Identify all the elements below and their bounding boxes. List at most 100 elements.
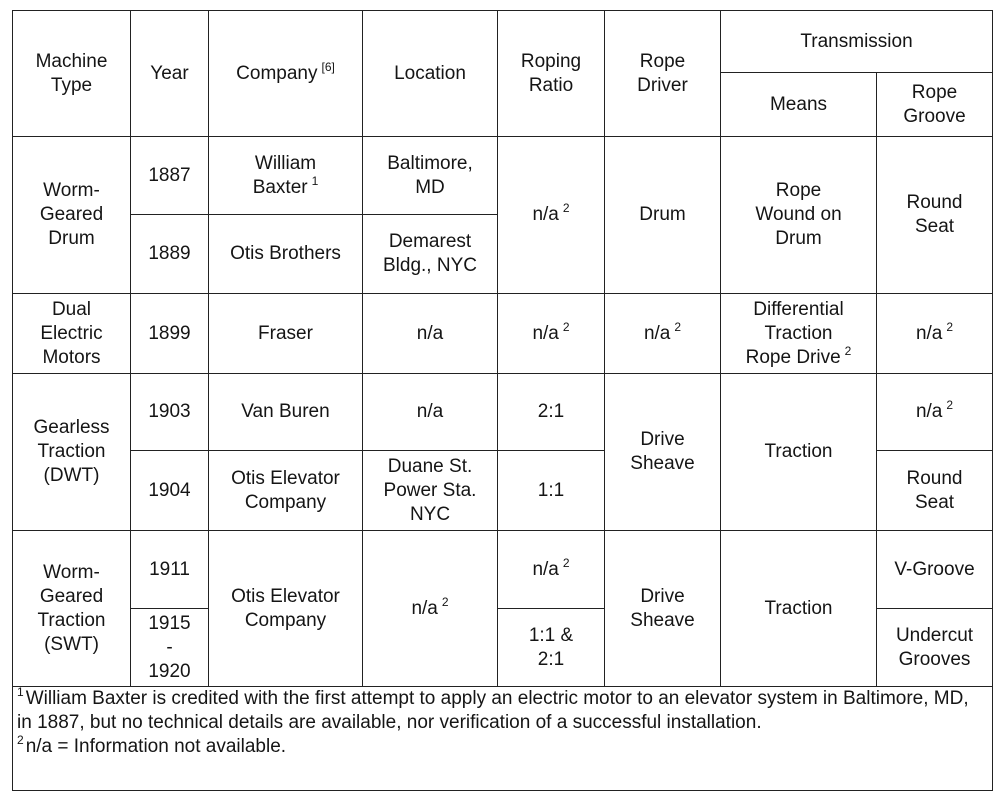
cell: Fraser	[208, 293, 363, 374]
footnote-ref: 2	[946, 319, 954, 334]
cell-text: 1889	[148, 243, 191, 264]
cell: 1915 - 1920	[130, 608, 209, 687]
cell: Company [6]	[208, 10, 363, 137]
cell-text: n/a	[532, 204, 559, 225]
footnote-ref: 2	[441, 594, 449, 609]
cell-text: 1915 - 1920	[148, 612, 191, 682]
cell-text: Rope Wound on Drum	[755, 180, 842, 249]
cell: Traction	[720, 530, 877, 687]
footnotes: 1 William Baxter is credited with the fir…	[11, 685, 994, 791]
cell: Dual Electric Motors	[12, 293, 131, 374]
cell-text: Drive Sheave	[630, 585, 695, 631]
cell-text: Worm- Geared Traction (SWT)	[37, 561, 106, 655]
cell: Otis Elevator Company	[208, 450, 363, 531]
cell: Van Buren	[208, 373, 363, 451]
footnote-mark: 2	[17, 733, 24, 747]
table-row: Dual Electric Motors 1899 Fraser n/a n/a 2 n/a…	[12, 293, 994, 374]
cell-text: Transmission	[800, 30, 913, 52]
cell: Gearless Traction (DWT)	[12, 373, 131, 531]
cell: Round Seat	[875, 136, 994, 294]
cell-text: Demarest Bldg., NYC	[383, 231, 477, 276]
footnote-ref: 2	[562, 555, 570, 570]
cell-text: Differential Traction Rope Drive	[745, 298, 844, 368]
footnote-text: n/a = Information not available.	[25, 736, 287, 757]
footnote-ref: 2	[674, 319, 682, 334]
cell-text: Rope Groove	[903, 81, 966, 127]
cell: Drum	[604, 136, 721, 294]
cell-text: n/a	[532, 322, 559, 344]
cell-text: n/a	[915, 322, 943, 344]
table-body: Machine Type Year Company [6] Location Roping…	[11, 10, 994, 791]
cell: n/a	[362, 293, 498, 374]
cell: Baltimore, MD	[362, 136, 498, 215]
footnote-mark: 1	[17, 685, 24, 699]
cell-text: 1903	[148, 401, 191, 422]
elevator-table: Machine Type Year Company [6] Location Roping…	[11, 10, 994, 791]
footnote: 1 William Baxter is credited with the fir…	[17, 685, 988, 735]
cell-text: Round Seat	[906, 192, 963, 237]
cell: Demarest Bldg., NYC	[362, 214, 498, 294]
cell: 1:1	[497, 450, 605, 531]
cell: Rope Driver	[604, 10, 721, 137]
cell-text: 1904	[148, 479, 191, 501]
cell-text: 1911	[149, 558, 190, 580]
cell-text: n/a	[416, 401, 444, 422]
cell-text: Roping Ratio	[520, 50, 582, 96]
table-row: Worm- Geared Drum 1887 William Baxter 1 Balt…	[12, 136, 994, 294]
cell-text: 1:1	[537, 479, 565, 501]
cell-text: Dual Electric Motors	[40, 298, 103, 368]
table-row: Worm- Geared Traction (SWT) 1911 Otis Elev…	[12, 530, 994, 687]
cell: n/a 2	[875, 373, 994, 451]
cell: Round Seat	[875, 450, 994, 531]
cell: 1899	[130, 293, 209, 374]
cell: n/a	[362, 373, 498, 451]
cell: William Baxter 1	[208, 136, 363, 215]
cell: n/a 2	[362, 530, 498, 687]
cell-text: 2:1	[537, 401, 565, 422]
cell-text: Year	[150, 62, 189, 84]
cell: n/a 2	[497, 530, 605, 609]
cell-text: Fraser	[258, 322, 313, 344]
cell-text: Otis Brothers	[230, 243, 341, 264]
cell: 1889	[130, 214, 209, 294]
cell-text: William Baxter	[252, 152, 317, 198]
cell: Undercut Grooves	[875, 608, 994, 687]
cell: Means	[720, 72, 877, 137]
cell: Drive Sheave	[604, 373, 721, 531]
cell-text: Worm- Geared Drum	[39, 180, 104, 249]
footnote: 2 n/a = Information not available.	[17, 733, 988, 759]
cell-text: Drum	[639, 204, 686, 225]
footnote-text: William Baxter is credited with the firs…	[17, 688, 969, 733]
footnote-ref: [6]	[321, 59, 335, 74]
table-row: 1904 Otis Elevator Company Duane St. Power…	[13, 450, 994, 531]
cell: Otis Brothers	[208, 214, 363, 294]
footnote-row: 1 William Baxter is credited with the fir…	[11, 685, 994, 791]
table-row: 1915 - 1920 1:1 & 2:1 Undercut Grooves	[13, 608, 994, 687]
cell-text: Traction	[764, 597, 833, 619]
cell: Traction	[720, 373, 877, 531]
footnote-ref: 2	[562, 201, 570, 215]
cell: 1903	[130, 373, 209, 451]
cell-text: Undercut Grooves	[895, 624, 974, 670]
cell-text: Rope Driver	[637, 50, 688, 96]
cell: Transmission	[719, 10, 994, 73]
cell-text: Van Buren	[241, 401, 330, 422]
cell: 2:1	[497, 373, 605, 451]
cell: 1911	[130, 530, 209, 609]
cell-text: 1899	[148, 322, 191, 344]
cell: Rope Wound on Drum	[720, 136, 877, 294]
cell: Year	[130, 10, 209, 137]
header-row: Means Rope Groove	[13, 72, 994, 137]
cell: 1887	[130, 136, 209, 215]
cell-text: Round Seat	[906, 467, 963, 513]
cell: Otis Elevator Company	[208, 530, 363, 687]
footnote-ref: 2	[562, 319, 570, 334]
cell: 1:1 & 2:1	[497, 608, 605, 687]
cell: Worm- Geared Traction (SWT)	[12, 530, 131, 687]
table-row: 1889 Otis Brothers Demarest Bldg., NYC	[13, 214, 993, 294]
cell-text: Otis Elevator Company	[231, 467, 340, 513]
cell: Drive Sheave	[604, 530, 721, 687]
cell: Worm- Geared Drum	[12, 136, 131, 294]
cell-text: Machine Type	[35, 50, 108, 96]
